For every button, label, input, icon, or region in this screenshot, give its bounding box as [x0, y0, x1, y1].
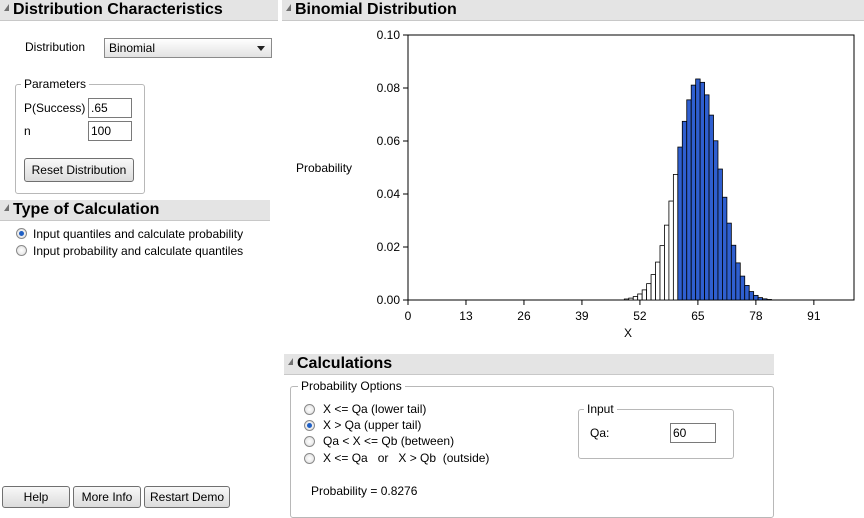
qa-input[interactable]: 60 [670, 423, 716, 443]
radio-lower-tail-label: X <= Qa (lower tail) [323, 402, 427, 416]
probability-result: Probability = 0.8276 [311, 484, 418, 498]
bar-x-70 [717, 168, 723, 301]
distribution-characteristics-title: Distribution Characteristics [13, 1, 223, 18]
bar-x-58 [664, 224, 670, 301]
calculations-header[interactable]: Calculations [284, 354, 774, 375]
x-tick-label: 65 [691, 309, 705, 323]
type-of-calculation-header[interactable]: Type of Calculation [0, 200, 270, 221]
binomial-chart: Probability X 0.00 0.02 0.04 0.06 0.08 0.10 0… [296, 28, 855, 340]
bar-x-66 [699, 81, 705, 301]
x-tick-label: 91 [807, 309, 821, 323]
disclosure-triangle-icon[interactable] [288, 358, 293, 366]
radio-input-quantiles-label: Input quantiles and calculate probabilit… [33, 227, 244, 241]
bar-x-65 [695, 78, 701, 301]
plot-frame [407, 34, 855, 301]
bar-x-51 [632, 296, 639, 301]
y-tick-label: 0.10 [377, 28, 401, 42]
y-tick-label: 0.02 [377, 240, 401, 254]
binomial-distribution-title: Binomial Distribution [295, 1, 457, 18]
bar-x-67 [704, 94, 710, 301]
qa-label: Qa: [590, 426, 610, 440]
disclosure-triangle-icon[interactable] [286, 4, 291, 12]
bar-x-81 [766, 299, 772, 301]
reset-distribution-button[interactable]: Reset Distribution [24, 158, 134, 182]
disclosure-triangle-icon[interactable] [4, 204, 9, 212]
x-tick-label: 78 [749, 309, 763, 323]
bar-x-69 [713, 140, 719, 301]
x-tick-label: 0 [405, 309, 412, 323]
n-label: n [24, 124, 31, 138]
more-info-button[interactable]: More Info [73, 486, 141, 508]
bar-x-64 [690, 84, 697, 301]
y-ticks-group: 0.00 0.02 0.04 0.06 0.08 0.10 [377, 28, 408, 307]
bars-group [623, 78, 772, 301]
bar-x-59 [668, 200, 674, 301]
bar-x-56 [655, 261, 661, 301]
distribution-select-value: Binomial [109, 41, 156, 55]
y-tick-label: 0.04 [377, 187, 401, 201]
bar-x-74 [735, 262, 741, 301]
distribution-characteristics-header[interactable]: Distribution Characteristics [0, 0, 278, 21]
bar-x-68 [708, 114, 714, 301]
x-tick-label: 52 [633, 309, 647, 323]
x-ticks-group: 0 13 26 39 52 65 78 91 [405, 300, 821, 323]
disclosure-triangle-icon[interactable] [4, 4, 9, 12]
input-legend: Input [584, 402, 617, 416]
radio-input-quantiles[interactable] [16, 228, 27, 239]
radio-lower-tail[interactable] [304, 404, 315, 415]
distribution-label: Distribution [25, 40, 86, 54]
help-button[interactable]: Help [2, 486, 70, 508]
y-tick-label: 0.08 [377, 81, 401, 95]
type-of-calculation-title: Type of Calculation [13, 201, 160, 218]
bar-x-54 [646, 283, 652, 301]
bar-x-52 [637, 293, 643, 301]
radio-upper-tail[interactable] [304, 420, 315, 431]
bar-x-80 [762, 298, 768, 301]
radio-upper-tail-label: X > Qa (upper tail) [323, 418, 422, 432]
y-tick-label: 0.00 [377, 293, 401, 307]
calculations-title: Calculations [297, 355, 393, 372]
probability-options-legend: Probability Options [298, 379, 405, 393]
bar-x-55 [650, 274, 656, 301]
radio-between[interactable] [304, 436, 315, 447]
bar-x-63 [686, 99, 692, 301]
restart-demo-button[interactable]: Restart Demo [144, 486, 230, 508]
chevron-down-icon [257, 46, 265, 51]
p-success-label: P(Success) [24, 101, 86, 115]
bar-x-72 [726, 222, 732, 301]
input-group [578, 409, 734, 459]
y-tick-label: 0.06 [377, 134, 401, 148]
bar-x-78 [753, 294, 759, 301]
bar-x-61 [677, 146, 683, 301]
x-tick-label: 26 [517, 309, 531, 323]
radio-outside[interactable] [304, 453, 315, 464]
bar-x-53 [641, 289, 648, 301]
bar-x-75 [739, 275, 746, 301]
bar-x-71 [722, 196, 728, 301]
radio-input-probability-label: Input probability and calculate quantile… [33, 244, 244, 258]
x-tick-label: 13 [459, 309, 473, 323]
bar-x-62 [681, 120, 688, 301]
distribution-select[interactable]: Binomial [104, 38, 272, 58]
radio-between-label: Qa < X <= Qb (between) [323, 434, 455, 448]
radio-input-probability[interactable] [16, 245, 27, 256]
bar-x-73 [730, 244, 737, 301]
parameters-legend: Parameters [21, 77, 90, 91]
binomial-distribution-header[interactable]: Binomial Distribution [282, 0, 864, 21]
x-axis-title: X [624, 326, 632, 340]
radio-outside-label: X <= Qa or X > Qb (outside) [323, 451, 490, 465]
x-tick-label: 39 [575, 309, 589, 323]
bar-x-60 [672, 174, 679, 301]
bar-x-50 [628, 297, 634, 301]
y-axis-title: Probability [296, 161, 352, 175]
bar-x-49 [623, 298, 630, 301]
p-success-input[interactable]: .65 [88, 98, 132, 118]
bar-x-77 [748, 291, 755, 301]
bar-x-57 [659, 245, 665, 301]
bar-x-79 [757, 297, 763, 301]
n-input[interactable]: 100 [88, 121, 132, 141]
bar-x-76 [744, 285, 750, 301]
